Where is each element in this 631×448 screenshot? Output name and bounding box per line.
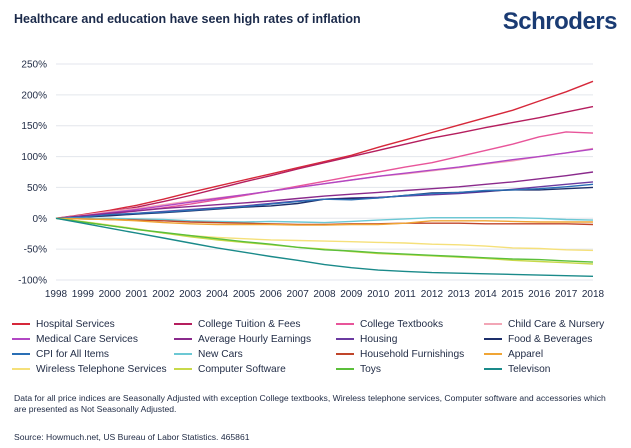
brand-logo: Schroders: [502, 8, 618, 35]
legend-label: Child Care & Nursery: [508, 318, 605, 330]
x-tick-label: 1998: [45, 289, 68, 300]
legend-swatch: [174, 368, 192, 370]
x-tick-label: 2007: [287, 289, 310, 300]
legend-swatch: [12, 368, 30, 370]
x-tick-label: 2003: [179, 289, 202, 300]
legend-item: Food & Beverages: [484, 332, 624, 346]
legend-item: New Cars: [174, 347, 336, 361]
legend-item: Household Furnishings: [336, 347, 484, 361]
legend-label: Household Furnishings: [360, 348, 465, 360]
legend-label: College Textbooks: [360, 318, 444, 330]
series-line: [55, 217, 594, 263]
legend-swatch: [484, 338, 502, 340]
legend-item: Televison: [484, 362, 624, 376]
footnote: Data for all price indices are Seasonall…: [14, 393, 606, 414]
source-note: Source: Howmuch.net, US Bureau of Labor …: [14, 432, 250, 442]
x-tick-label: 2017: [555, 289, 578, 300]
series-line: [55, 171, 594, 219]
x-tick-label: 2016: [528, 289, 551, 300]
legend-item: Housing: [336, 332, 484, 346]
legend-item: Computer Software: [174, 362, 336, 376]
legend-label: College Tuition & Fees: [198, 318, 301, 330]
legend-item: Toys: [336, 362, 484, 376]
series-line: [55, 217, 593, 226]
legend-swatch: [484, 323, 502, 325]
legend-label: Average Hourly Earnings: [198, 333, 312, 345]
legend-label: Housing: [360, 333, 398, 345]
legend-item: Average Hourly Earnings: [174, 332, 336, 346]
legend-item: CPI for All Items: [12, 347, 174, 361]
legend-label: Food & Beverages: [508, 333, 593, 345]
legend-label: Medical Care Services: [36, 333, 138, 345]
x-tick-label: 2006: [260, 289, 283, 300]
x-tick-label: 2013: [448, 289, 471, 300]
legend-swatch: [336, 323, 354, 325]
series-line: [55, 217, 594, 277]
series-line: [55, 148, 594, 219]
x-tick-label: 2012: [421, 289, 444, 300]
legend-swatch: [336, 338, 354, 340]
legend-label: Toys: [360, 363, 381, 375]
legend-swatch: [174, 353, 192, 355]
series-line: [55, 105, 594, 219]
line-chart: 250% 200% 150% 100% 50% 0% -50% -100% 1998 1999 20…: [18, 60, 605, 301]
x-tick-label: 2000: [99, 289, 122, 300]
legend-label: New Cars: [198, 348, 243, 360]
x-tick-label: 2009: [340, 289, 363, 300]
legend-swatch: [336, 353, 354, 355]
y-tick-label: -100%: [18, 276, 47, 287]
legend-swatch: [484, 368, 502, 370]
legend-item: Wireless Telephone Services: [12, 362, 174, 376]
x-tick-label: 2011: [394, 289, 416, 300]
legend-swatch: [12, 353, 30, 355]
series-line: [55, 183, 594, 219]
legend-label: CPI for All Items: [36, 348, 110, 360]
legend-item: Medical Care Services: [12, 332, 174, 346]
y-tick-label: 150%: [21, 121, 47, 132]
legend-swatch: [12, 338, 30, 340]
x-tick-label: 2014: [474, 289, 497, 300]
chart-legend: Hospital Services College Tuition & Fees C…: [12, 317, 624, 376]
legend-item: Child Care & Nursery: [484, 317, 624, 331]
x-tick-label: 2001: [125, 289, 148, 300]
x-tick-label: 2004: [206, 289, 229, 300]
legend-label: Apparel: [508, 348, 544, 360]
legend-label: Computer Software: [198, 363, 286, 375]
legend-label: Televison: [508, 363, 551, 375]
y-tick-label: 100%: [21, 152, 47, 163]
legend-swatch: [12, 323, 30, 325]
x-tick-label: 2008: [313, 289, 336, 300]
legend-swatch: [484, 353, 502, 355]
series-line: [55, 80, 594, 219]
x-tick-label: 2018: [582, 289, 605, 300]
x-tick-label: 1999: [72, 289, 95, 300]
y-tick-label: 200%: [21, 90, 47, 101]
x-tick-label: 2015: [501, 289, 524, 300]
legend-label: Wireless Telephone Services: [36, 363, 167, 375]
chart-title: Healthcare and education have seen high …: [14, 12, 361, 26]
legend-item: Hospital Services: [12, 317, 174, 331]
y-tick-label: 50%: [27, 183, 47, 194]
y-tick-label: 0%: [33, 214, 48, 225]
series-line: [56, 216, 594, 224]
legend-item: College Textbooks: [336, 317, 484, 331]
legend-swatch: [174, 338, 192, 340]
x-tick-label: 2010: [367, 289, 390, 300]
x-tick-label: 2002: [152, 289, 175, 300]
legend-swatch: [174, 323, 192, 325]
x-tick-label: 2005: [233, 289, 256, 300]
y-tick-label: 250%: [21, 60, 47, 71]
legend-swatch: [336, 368, 354, 370]
legend-item: College Tuition & Fees: [174, 317, 336, 331]
y-tick-label: -50%: [24, 245, 47, 256]
legend-item: Apparel: [484, 347, 624, 361]
legend-label: Hospital Services: [36, 318, 115, 330]
